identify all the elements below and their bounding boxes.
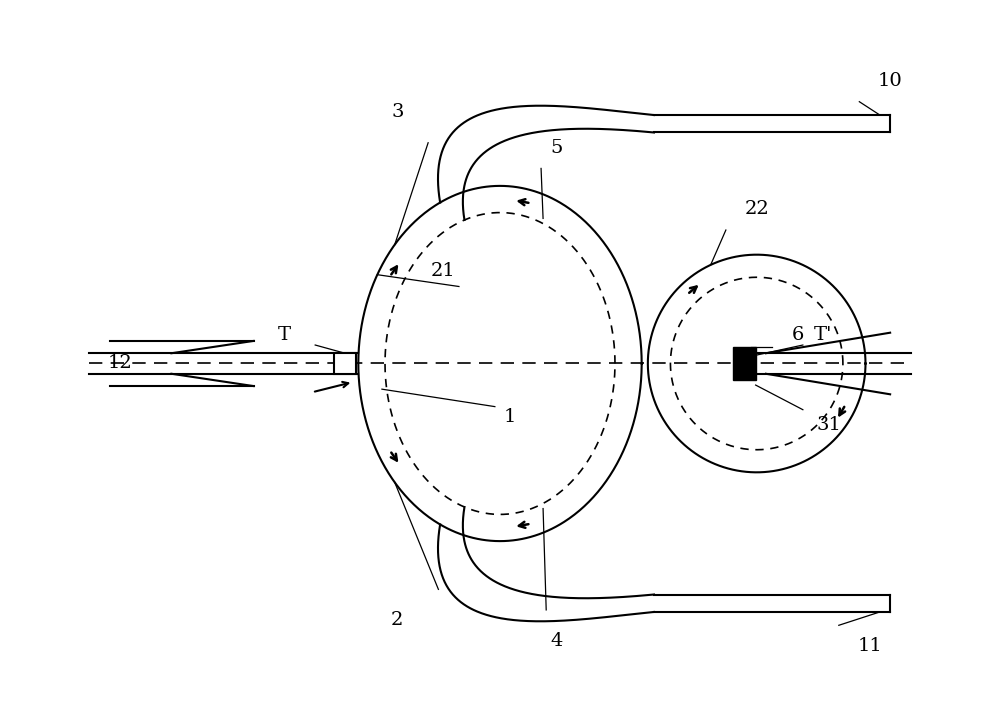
- Text: 5: 5: [550, 139, 563, 157]
- Text: T': T': [814, 326, 833, 344]
- Text: 11: 11: [857, 637, 882, 655]
- Text: 1: 1: [504, 408, 516, 426]
- Text: 22: 22: [744, 201, 769, 219]
- Text: 31: 31: [816, 416, 841, 434]
- Text: T: T: [278, 326, 291, 344]
- Text: 21: 21: [431, 262, 456, 280]
- Text: 2: 2: [391, 611, 404, 629]
- Text: 10: 10: [878, 72, 903, 90]
- Text: 6: 6: [792, 326, 804, 344]
- Text: 12: 12: [108, 355, 133, 372]
- Bar: [733, 347, 756, 380]
- Text: 3: 3: [391, 103, 404, 121]
- Bar: [334, 353, 356, 374]
- Text: 4: 4: [550, 632, 563, 650]
